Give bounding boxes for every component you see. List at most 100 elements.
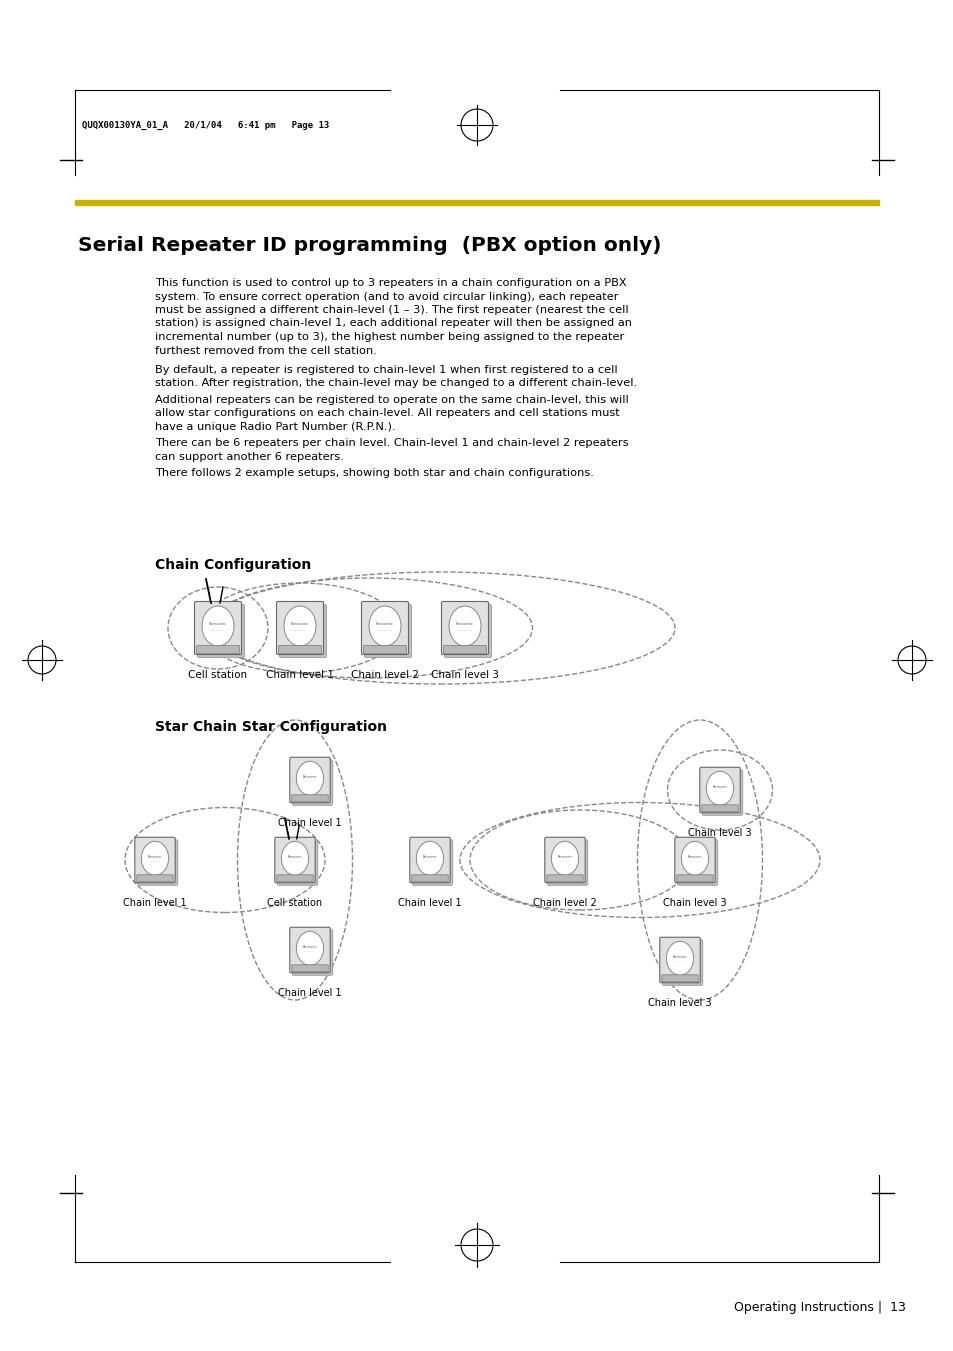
FancyBboxPatch shape — [278, 646, 321, 654]
Text: Chain level 1: Chain level 1 — [123, 898, 187, 908]
Text: Panasonic: Panasonic — [209, 621, 227, 626]
Ellipse shape — [141, 842, 169, 875]
FancyBboxPatch shape — [290, 758, 330, 802]
Text: Panasonic: Panasonic — [375, 621, 394, 626]
FancyBboxPatch shape — [544, 838, 584, 882]
Text: Chain level 1: Chain level 1 — [278, 817, 341, 828]
Text: There can be 6 repeaters per chain level. Chain-level 1 and chain-level 2 repeat: There can be 6 repeaters per chain level… — [154, 439, 628, 449]
Text: Panasonic: Panasonic — [148, 855, 162, 859]
FancyBboxPatch shape — [361, 601, 408, 654]
Text: Star Chain Star Configuration: Star Chain Star Configuration — [154, 720, 387, 734]
FancyBboxPatch shape — [136, 875, 173, 882]
FancyBboxPatch shape — [197, 604, 244, 658]
FancyBboxPatch shape — [412, 840, 453, 885]
Ellipse shape — [369, 607, 400, 646]
Text: Panasonic: Panasonic — [302, 774, 317, 778]
Text: QUQX00130YA_01_A   20/1/04   6:41 pm   Page 13: QUQX00130YA_01_A 20/1/04 6:41 pm Page 13 — [82, 120, 329, 130]
Text: Chain Configuration: Chain Configuration — [154, 558, 311, 571]
FancyBboxPatch shape — [194, 601, 241, 654]
Text: Panasonic: Panasonic — [287, 855, 302, 859]
FancyBboxPatch shape — [137, 840, 177, 885]
Text: Panasonic: Panasonic — [557, 855, 572, 859]
Text: Panasonic: Panasonic — [291, 621, 309, 626]
Text: Chain level 1: Chain level 1 — [397, 898, 461, 908]
FancyBboxPatch shape — [547, 840, 587, 885]
Text: Operating Instructions |  13: Operating Instructions | 13 — [733, 1301, 905, 1315]
FancyBboxPatch shape — [441, 601, 488, 654]
FancyBboxPatch shape — [700, 767, 740, 813]
Ellipse shape — [416, 842, 443, 875]
Text: Serial Repeater ID programming  (PBX option only): Serial Repeater ID programming (PBX opti… — [78, 236, 660, 255]
Text: station. After registration, the chain-level may be changed to a different chain: station. After registration, the chain-l… — [154, 378, 637, 389]
FancyBboxPatch shape — [363, 646, 406, 654]
Text: Panasonic: Panasonic — [302, 944, 317, 948]
Text: can support another 6 repeaters.: can support another 6 repeaters. — [154, 453, 343, 462]
FancyBboxPatch shape — [274, 838, 314, 882]
Text: Panasonic: Panasonic — [687, 855, 701, 859]
Text: furthest removed from the cell station.: furthest removed from the cell station. — [154, 346, 376, 355]
FancyBboxPatch shape — [701, 770, 742, 815]
Text: Panasonic: Panasonic — [422, 855, 437, 859]
Text: station) is assigned chain-level 1, each additional repeater will then be assign: station) is assigned chain-level 1, each… — [154, 319, 631, 328]
Text: Chain level 2: Chain level 2 — [533, 898, 597, 908]
Text: This function is used to control up to 3 repeaters in a chain configuration on a: This function is used to control up to 3… — [154, 278, 626, 288]
FancyBboxPatch shape — [276, 601, 323, 654]
Ellipse shape — [296, 762, 323, 796]
Text: Panasonic: Panasonic — [712, 785, 727, 789]
Text: —————: ————— — [377, 628, 392, 632]
FancyBboxPatch shape — [290, 927, 330, 973]
Bar — [75, 200, 878, 205]
FancyBboxPatch shape — [443, 646, 486, 654]
Ellipse shape — [705, 771, 733, 805]
Text: Chain level 2: Chain level 2 — [351, 670, 418, 680]
Text: —————: ————— — [211, 628, 225, 632]
FancyBboxPatch shape — [661, 940, 702, 985]
Text: Chain level 3: Chain level 3 — [687, 828, 751, 838]
FancyBboxPatch shape — [292, 965, 328, 971]
FancyBboxPatch shape — [677, 840, 717, 885]
Text: Chain level 3: Chain level 3 — [662, 898, 726, 908]
FancyBboxPatch shape — [364, 604, 411, 658]
Text: Chain level 1: Chain level 1 — [278, 988, 341, 998]
FancyBboxPatch shape — [292, 929, 333, 975]
Ellipse shape — [666, 942, 693, 975]
Text: have a unique Radio Part Number (R.P.N.).: have a unique Radio Part Number (R.P.N.)… — [154, 422, 395, 432]
Text: allow star configurations on each chain-level. All repeaters and cell stations m: allow star configurations on each chain-… — [154, 408, 619, 419]
FancyBboxPatch shape — [277, 840, 317, 885]
Ellipse shape — [551, 842, 578, 875]
Ellipse shape — [284, 607, 315, 646]
FancyBboxPatch shape — [292, 794, 328, 801]
FancyBboxPatch shape — [661, 975, 698, 982]
FancyBboxPatch shape — [292, 759, 333, 805]
Text: Panasonic: Panasonic — [672, 955, 687, 959]
Ellipse shape — [296, 931, 323, 966]
FancyBboxPatch shape — [659, 938, 700, 982]
Ellipse shape — [281, 842, 308, 875]
Text: incremental number (up to 3), the highest number being assigned to the repeater: incremental number (up to 3), the highes… — [154, 332, 623, 342]
Text: There follows 2 example setups, showing both star and chain configurations.: There follows 2 example setups, showing … — [154, 469, 594, 478]
FancyBboxPatch shape — [410, 838, 450, 882]
Text: Chain level 3: Chain level 3 — [647, 998, 711, 1008]
FancyBboxPatch shape — [196, 646, 239, 654]
FancyBboxPatch shape — [412, 875, 448, 882]
FancyBboxPatch shape — [701, 805, 738, 812]
FancyBboxPatch shape — [444, 604, 491, 658]
Text: By default, a repeater is registered to chain-level 1 when first registered to a: By default, a repeater is registered to … — [154, 365, 617, 376]
Text: system. To ensure correct operation (and to avoid circular linking), each repeat: system. To ensure correct operation (and… — [154, 292, 618, 301]
Text: —————: ————— — [457, 628, 472, 632]
Text: Cell station: Cell station — [189, 670, 247, 680]
FancyBboxPatch shape — [276, 875, 313, 882]
Text: must be assigned a different chain-level (1 – 3). The first repeater (nearest th: must be assigned a different chain-level… — [154, 305, 628, 315]
FancyBboxPatch shape — [279, 604, 326, 658]
Text: Panasonic: Panasonic — [456, 621, 474, 626]
Text: —————: ————— — [293, 628, 307, 632]
Text: Cell station: Cell station — [267, 898, 322, 908]
FancyBboxPatch shape — [676, 875, 713, 882]
FancyBboxPatch shape — [134, 838, 175, 882]
Text: Additional repeaters can be registered to operate on the same chain-level, this : Additional repeaters can be registered t… — [154, 394, 628, 405]
Ellipse shape — [449, 607, 480, 646]
Ellipse shape — [202, 607, 233, 646]
Text: Chain level 1: Chain level 1 — [266, 670, 334, 680]
FancyBboxPatch shape — [674, 838, 715, 882]
Ellipse shape — [680, 842, 708, 875]
